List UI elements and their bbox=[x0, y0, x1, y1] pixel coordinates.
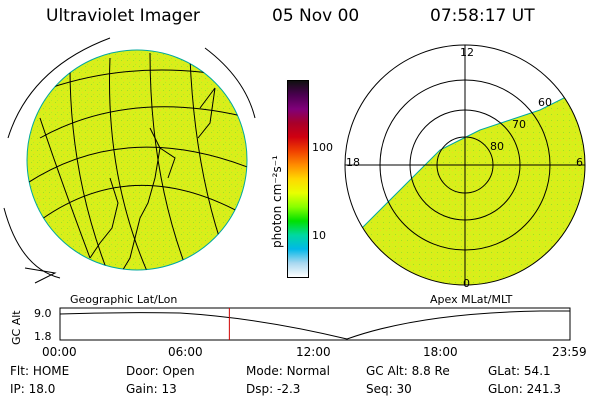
timeline-xtick-2359: 23:59 bbox=[552, 345, 587, 359]
status-gc-alt: GC Alt: 8.8 Re bbox=[366, 364, 450, 378]
status-ip: IP: 18.0 bbox=[10, 382, 56, 396]
status-glat: GLat: 54.1 bbox=[488, 364, 551, 378]
timeline-ytick-1-8: 1.8 bbox=[34, 330, 52, 343]
status-dsp: Dsp: -2.3 bbox=[246, 382, 301, 396]
timeline-xtick-1800: 18:00 bbox=[423, 345, 458, 359]
coastline bbox=[89, 87, 216, 270]
status-mode: Mode: Normal bbox=[246, 364, 330, 378]
timeline-xtick-1200: 12:00 bbox=[296, 345, 331, 359]
apex-caption: Apex MLat/MLT bbox=[430, 293, 513, 306]
colorbar-unit-label: photon cm⁻²s⁻¹ bbox=[270, 155, 284, 248]
date-label: 05 Nov 00 bbox=[272, 6, 360, 26]
status-glon: GLon: 241.3 bbox=[488, 382, 561, 396]
time-label: 07:58:17 UT bbox=[430, 6, 535, 26]
timeline-y-label: GC Alt bbox=[10, 310, 23, 345]
status-flt: Flt: HOME bbox=[10, 364, 70, 378]
status-seq: Seq: 30 bbox=[366, 382, 412, 396]
lat-label-70: 70 bbox=[512, 118, 526, 131]
lat-label-80: 80 bbox=[490, 140, 504, 153]
colorbar-tick-100: 100 bbox=[312, 141, 333, 154]
colorbar bbox=[287, 80, 309, 278]
status-gain: Gain: 13 bbox=[126, 382, 177, 396]
status-door: Door: Open bbox=[126, 364, 195, 378]
timeline-ytick-9: 9.0 bbox=[34, 307, 52, 320]
timeline-xtick-0600: 06:00 bbox=[168, 345, 203, 359]
altitude-curve bbox=[59, 310, 570, 340]
lat-label-60: 60 bbox=[538, 96, 552, 109]
timeline-xtick-0000: 00:00 bbox=[42, 345, 77, 359]
mlt-label-18: 18 bbox=[346, 156, 360, 169]
mlt-label-6: 6 bbox=[576, 156, 583, 169]
altitude-timeline bbox=[59, 307, 571, 341]
mlt-label-12: 12 bbox=[460, 46, 474, 59]
earth-disk bbox=[26, 49, 248, 271]
colorbar-tick-10: 10 bbox=[312, 229, 326, 242]
instrument-title: Ultraviolet Imager bbox=[46, 6, 200, 26]
magnetic-polar-map bbox=[344, 44, 586, 286]
geographic-map bbox=[3, 37, 256, 284]
geographic-caption: Geographic Lat/Lon bbox=[70, 293, 178, 306]
mlt-label-0: 0 bbox=[463, 277, 470, 290]
